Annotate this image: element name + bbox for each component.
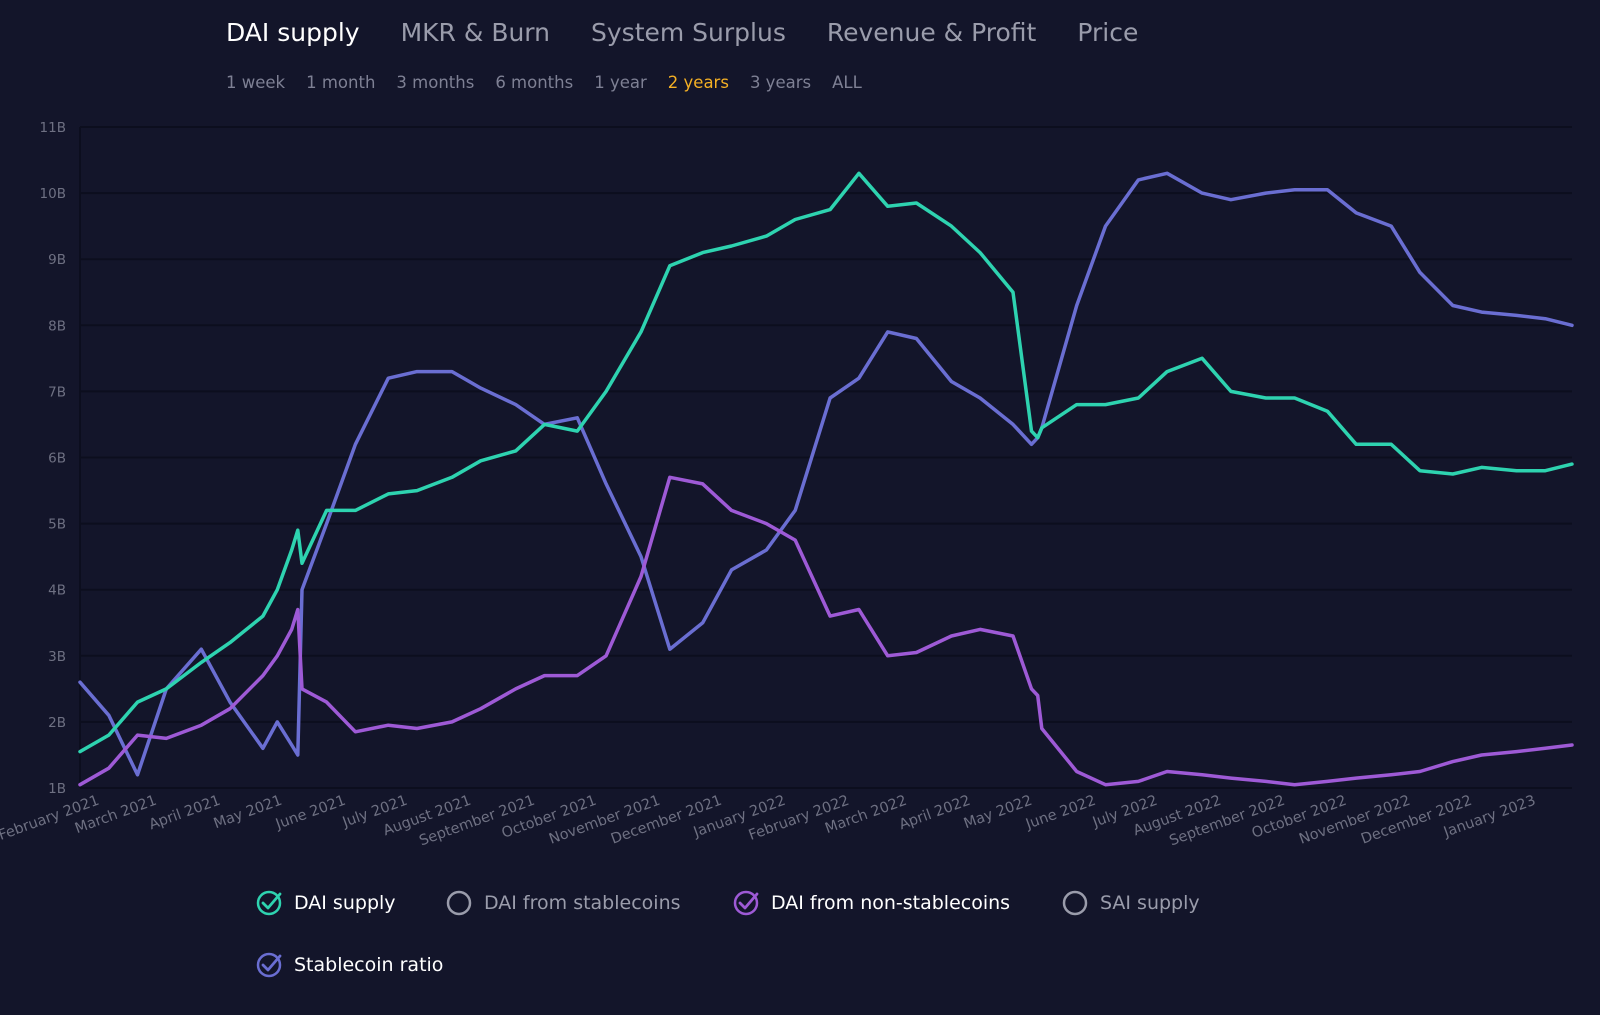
y-tick-label: 7B bbox=[48, 384, 66, 400]
range-2-years[interactable]: 2 years bbox=[667, 73, 729, 92]
y-tick-label: 2B bbox=[48, 715, 66, 731]
legend-stablecoin-ratio[interactable]: Stablecoin ratio bbox=[254, 950, 443, 980]
legend-label: DAI from non-stablecoins bbox=[771, 892, 1011, 914]
x-tick-label: April 2021 bbox=[147, 793, 223, 834]
range-all[interactable]: ALL bbox=[832, 73, 862, 92]
y-tick-label: 6B bbox=[48, 451, 66, 467]
legend-label: SAI supply bbox=[1100, 892, 1200, 914]
series-line-dai-from-non-stablecoins bbox=[78, 475, 1574, 787]
x-tick-label: May 2022 bbox=[962, 793, 1035, 832]
tab-revenue-profit[interactable]: Revenue & Profit bbox=[826, 18, 1037, 47]
tab-price[interactable]: Price bbox=[1077, 18, 1139, 47]
check-circle-icon bbox=[731, 888, 761, 918]
range-3-years[interactable]: 3 years bbox=[749, 73, 812, 92]
empty-circle-icon bbox=[444, 888, 474, 918]
x-tick-label: June 2022 bbox=[1023, 793, 1098, 833]
series-line-dai-supply bbox=[78, 171, 1574, 754]
x-tick-label: April 2022 bbox=[897, 793, 973, 834]
y-tick-label: 1B bbox=[48, 781, 66, 797]
legend-label: Stablecoin ratio bbox=[294, 954, 444, 976]
check-circle-icon bbox=[254, 950, 284, 980]
legend-dai-from-stablecoins[interactable]: DAI from stablecoins bbox=[444, 888, 681, 918]
legend-label: DAI from stablecoins bbox=[484, 892, 681, 914]
y-tick-label: 3B bbox=[48, 649, 66, 665]
y-tick-label: 4B bbox=[48, 583, 66, 599]
range-1-month[interactable]: 1 month bbox=[306, 73, 376, 92]
tab-system-surplus[interactable]: System Surplus bbox=[591, 18, 786, 47]
check-circle-icon bbox=[254, 888, 284, 918]
y-tick-label: 8B bbox=[48, 318, 66, 334]
y-tick-label: 10B bbox=[40, 186, 66, 202]
legend-dai-from-non-stablecoins[interactable]: DAI from non-stablecoins bbox=[731, 888, 1010, 918]
range-1-week[interactable]: 1 week bbox=[226, 73, 286, 92]
range-6-months[interactable]: 6 months bbox=[495, 73, 574, 92]
tab-dai-supply[interactable]: DAI supply bbox=[226, 18, 360, 47]
range-1-year[interactable]: 1 year bbox=[594, 73, 647, 92]
series-line-stablecoin-ratio bbox=[78, 171, 1574, 777]
legend-label: DAI supply bbox=[294, 892, 396, 914]
legend-sai-supply[interactable]: SAI supply bbox=[1060, 888, 1200, 918]
range-3-months[interactable]: 3 months bbox=[396, 73, 475, 92]
y-tick-label: 9B bbox=[48, 252, 66, 268]
legend-dai-supply[interactable]: DAI supply bbox=[254, 888, 396, 918]
y-tick-label: 11B bbox=[40, 120, 66, 136]
chart-tabs: DAI supply MKR & Burn System Surplus Rev… bbox=[226, 18, 1138, 47]
empty-circle-icon bbox=[1060, 888, 1090, 918]
tab-mkr-burn[interactable]: MKR & Burn bbox=[400, 18, 550, 47]
time-range-selector: 1 week 1 month 3 months 6 months 1 year … bbox=[226, 73, 862, 92]
x-tick-label: June 2021 bbox=[273, 793, 348, 833]
y-tick-label: 5B bbox=[48, 517, 66, 533]
x-tick-label: May 2021 bbox=[212, 793, 285, 832]
